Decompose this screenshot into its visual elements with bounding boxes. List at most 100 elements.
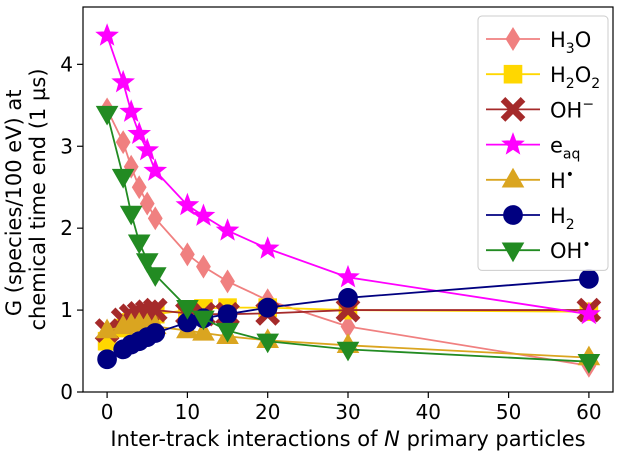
legend-item: OH• xyxy=(486,237,591,263)
y-axis-label-line2: chemical time end (1 µs) xyxy=(26,68,50,330)
legend-item: OH− xyxy=(486,96,594,122)
legend-box xyxy=(477,15,609,271)
legend-label: H2O2 xyxy=(550,63,600,92)
legend-label: H• xyxy=(550,167,574,193)
x-tick-label: 10 xyxy=(175,400,200,424)
legend-label: OH− xyxy=(550,96,594,122)
data-point xyxy=(192,310,215,331)
legend-item: H3O xyxy=(486,27,591,57)
legend-label-part: H xyxy=(550,28,566,52)
data-point xyxy=(95,318,119,339)
legend-marker xyxy=(503,64,523,84)
legend-label: H2 xyxy=(550,204,575,233)
data-point xyxy=(338,287,358,308)
legend-label-part: H xyxy=(550,63,566,87)
y-tick-label: 3 xyxy=(60,134,73,158)
axis-ticks: 0 10 20 30 40 50 60 0 1 2 3 4 xyxy=(60,52,601,424)
legend-label-part: − xyxy=(582,96,594,112)
data-point xyxy=(143,158,168,181)
legend-label-part: OH xyxy=(550,98,582,122)
data-point xyxy=(216,322,239,343)
data-point xyxy=(220,269,235,294)
legend-label-part: 2 xyxy=(566,217,575,233)
series-3 xyxy=(95,23,601,325)
legend-marker xyxy=(503,205,523,225)
legend-item: eaq xyxy=(486,132,580,163)
data-point xyxy=(192,321,215,341)
data-point xyxy=(135,253,159,273)
legend-marker xyxy=(500,97,526,122)
data-point xyxy=(215,218,240,241)
y-axis-label: G (species/100 eV) at chemical time end … xyxy=(2,68,50,330)
data-point xyxy=(127,121,152,145)
legend-label: H3O xyxy=(550,28,591,57)
legend-label-part: H xyxy=(550,169,566,193)
legend-label-part: • xyxy=(582,237,590,253)
legend-label-part: • xyxy=(566,167,574,183)
data-point xyxy=(257,297,278,318)
data-point xyxy=(131,175,147,200)
data-point xyxy=(577,354,601,374)
x-tick-label: 50 xyxy=(496,400,521,424)
data-point xyxy=(142,297,168,323)
data-point xyxy=(175,192,200,216)
legend-item: H2O2 xyxy=(486,63,600,92)
series-5 xyxy=(97,269,599,370)
legend-marker xyxy=(501,242,525,263)
legend-label-part: e xyxy=(550,134,563,158)
legend-label-part: 3 xyxy=(566,41,575,57)
data-point xyxy=(579,269,599,289)
data-point xyxy=(95,23,119,46)
legend-marker xyxy=(505,27,521,51)
y-tick-label: 1 xyxy=(60,298,73,322)
data-point xyxy=(95,105,119,126)
y-tick-label: 0 xyxy=(60,380,73,404)
legend-label-part: 2 xyxy=(591,76,600,92)
legend-marker xyxy=(501,167,525,188)
x-tick-label: 30 xyxy=(335,400,360,424)
data-point xyxy=(119,205,143,226)
x-tick-label: 60 xyxy=(576,400,601,424)
legend-label-part: 2 xyxy=(566,76,575,92)
data-point xyxy=(145,323,166,343)
data-point xyxy=(191,203,216,226)
data-point xyxy=(217,304,238,325)
x-axis-label-prefix: Inter-track interactions of xyxy=(110,427,384,451)
x-tick-label: 40 xyxy=(416,400,441,424)
y-tick-label: 2 xyxy=(60,216,73,240)
x-tick-label: 0 xyxy=(101,400,114,424)
data-point xyxy=(139,191,155,216)
x-axis-label: Inter-track interactions of N primary pa… xyxy=(110,427,585,451)
x-tick-label: 20 xyxy=(255,400,280,424)
data-point xyxy=(336,264,360,288)
legend-label-part: O xyxy=(575,63,592,87)
data-point xyxy=(115,130,131,155)
legend-label: eaq xyxy=(550,134,580,163)
data-point xyxy=(111,168,135,189)
x-axis-label-variable: N xyxy=(384,427,400,451)
legend-item: H• xyxy=(486,167,574,193)
data-point xyxy=(179,242,195,267)
data-point xyxy=(143,267,167,287)
legend-label: OH• xyxy=(550,237,591,263)
data-point xyxy=(336,341,360,362)
data-point xyxy=(119,99,144,122)
legend-marker xyxy=(501,132,525,155)
data-point xyxy=(147,206,163,231)
data-point xyxy=(196,254,211,279)
data-point xyxy=(127,234,151,255)
data-point xyxy=(255,236,280,259)
x-axis-label-suffix: primary particles xyxy=(400,427,586,451)
legend-item: H2 xyxy=(486,204,575,233)
data-point xyxy=(176,299,199,320)
data-point xyxy=(135,137,160,161)
legend-label-part: OH xyxy=(550,239,582,263)
y-tick-label: 4 xyxy=(60,52,73,76)
legend-label-part: H xyxy=(550,204,566,228)
data-point xyxy=(111,69,135,93)
legend-label-part: O xyxy=(575,28,592,52)
data-point xyxy=(256,333,280,354)
plot-area xyxy=(94,23,602,378)
